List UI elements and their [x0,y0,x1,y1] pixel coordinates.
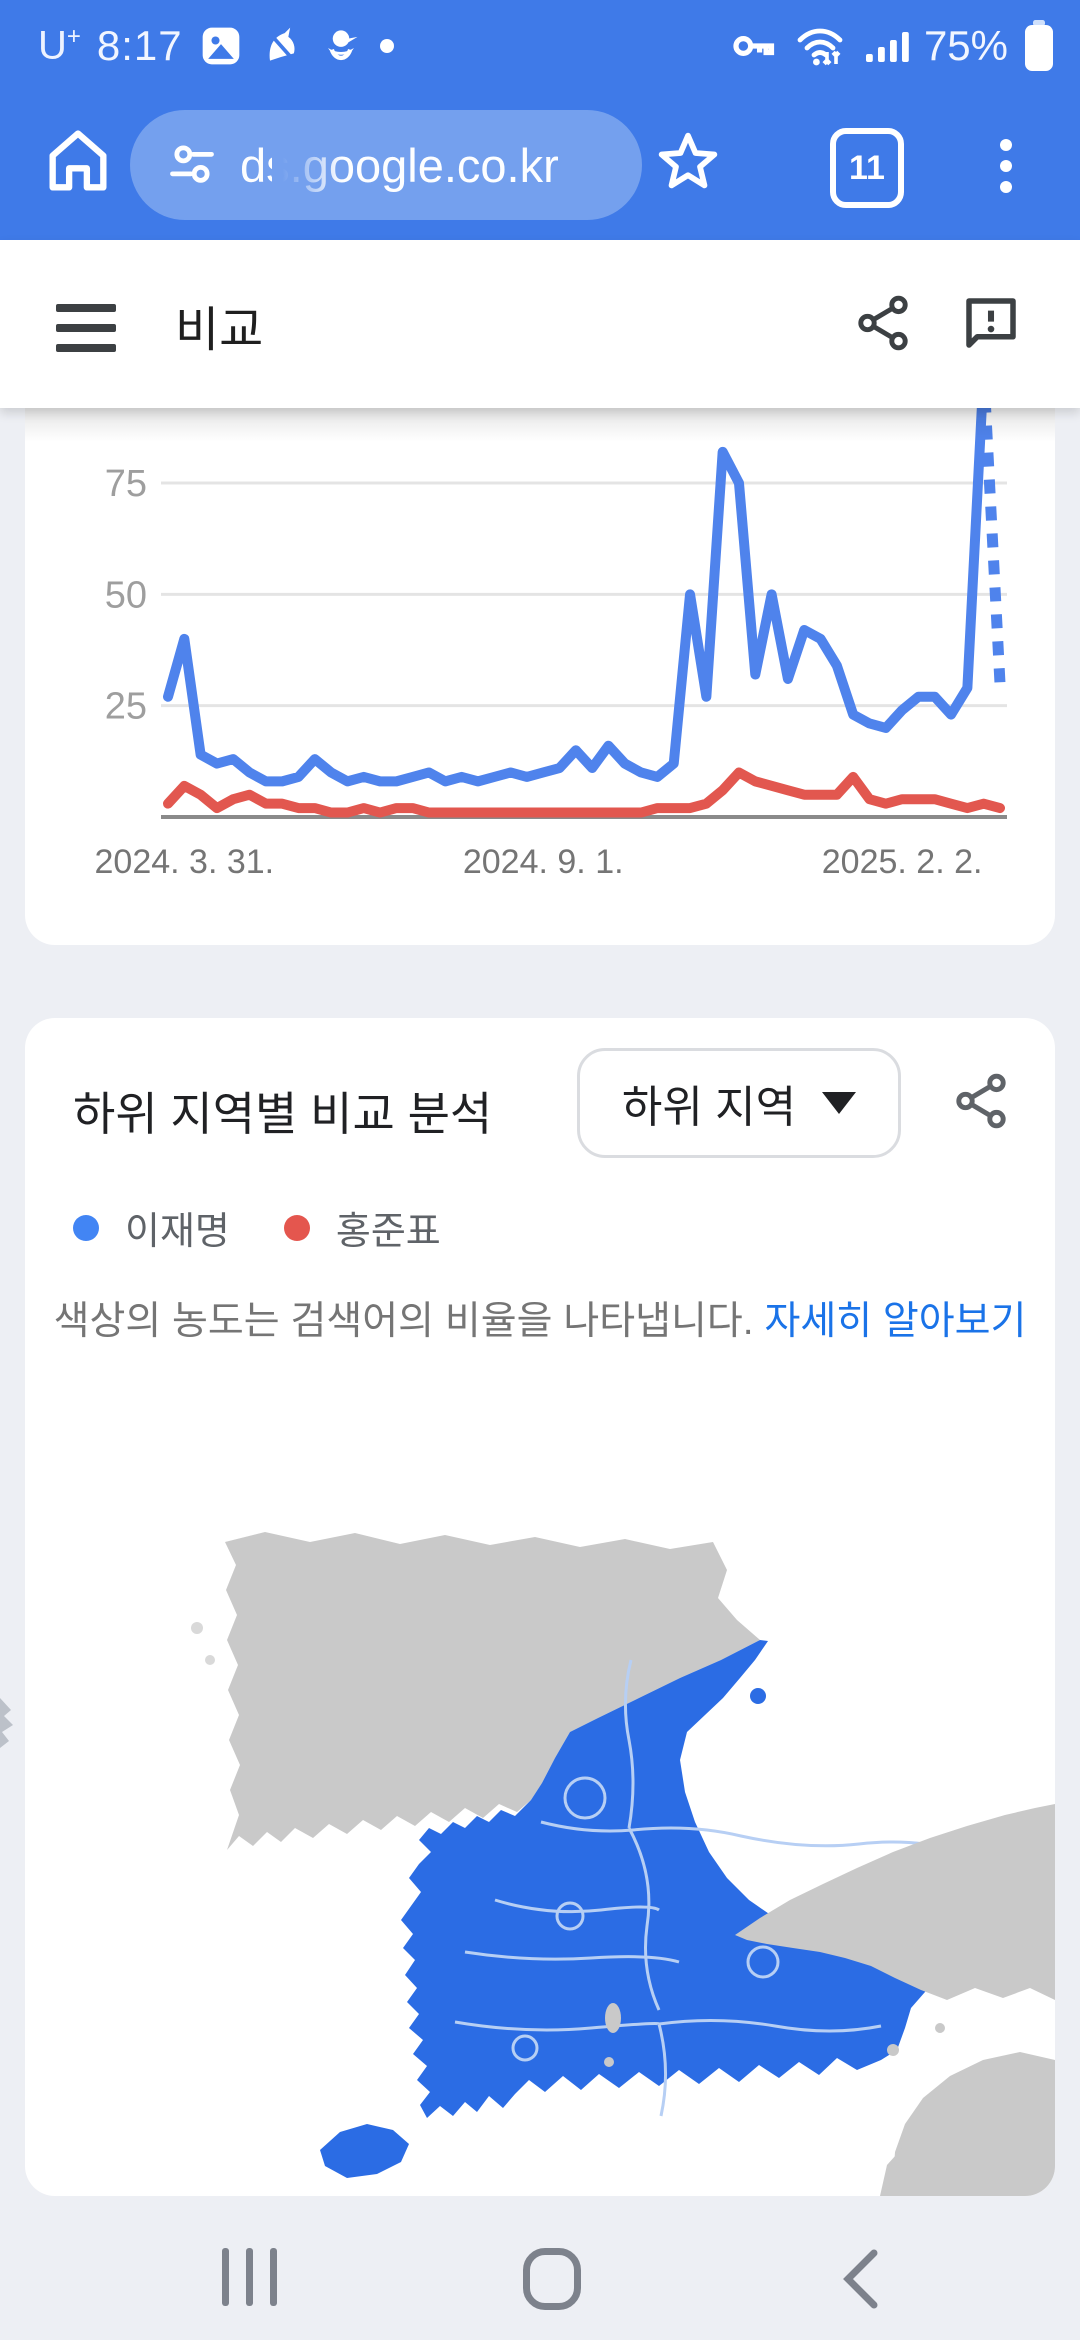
carrier-label: U+ [38,23,81,68]
url-bar[interactable]: ds.google.co.kr [130,110,642,220]
bookmark-star-icon[interactable] [652,126,724,203]
caption-text: 색상의 농도는 검색어의 비율을 나타냅니다. [53,1300,754,1343]
battery-percent: 75% [923,22,1008,69]
region-card: 하위 지역별 비교 분석 하위 지역 이재명 홍준표 [25,1018,1055,2196]
status-time: 8:17 [96,22,183,69]
region-share-icon[interactable] [950,1070,1012,1137]
trend-chart[interactable]: 25 50 75 2024. 3. 31. 2024. 9. 1. 2025. 2. 2. [25,408,1055,945]
page-header: 비교 [0,240,1080,408]
learn-more-link[interactable]: 자세히 알아보기 [764,1300,1027,1343]
legend-item[interactable]: 이재명 [73,1200,230,1255]
map-jeju-island[interactable] [320,2124,409,2178]
browser-menu-icon[interactable] [1000,130,1012,202]
notification-dot [379,38,395,54]
browser-chrome: U+ 8:17 [0,0,1080,240]
page-title: 비교 [175,304,264,357]
legend-item[interactable]: 홍준표 [283,1200,441,1255]
map-south-korea[interactable] [401,1640,937,2118]
map-edge-islet [0,1698,16,1753]
key-icon [726,20,778,72]
svg-text:2025. 2. 2.: 2025. 2. 2. [822,843,983,881]
dropdown-label: 하위 지역 [621,1083,797,1132]
tune-icon[interactable] [166,137,218,194]
unicorn-icon [259,24,303,68]
korea-map[interactable] [25,1360,1055,2196]
legend: 이재명 홍준표 [73,1200,441,1255]
url-fade [272,110,342,220]
svg-text:25: 25 [105,686,147,728]
map-caption: 색상의 농도는 검색어의 비율을 나타냅니다. 자세히 알아보기 [25,1290,1055,1346]
tab-count: 11 [849,148,885,187]
svg-text:50: 50 [105,574,147,616]
duck-icon [319,24,363,68]
legend-label: 이재명 [125,1211,230,1253]
trend-chart-card: 25 50 75 2024. 3. 31. 2024. 9. 1. 2025. 2. 2. [25,408,1055,945]
legend-dot-blue [73,1214,99,1241]
region-card-title: 하위 지역별 비교 분석 [73,1088,493,1140]
legend-dot-red [283,1214,310,1241]
header-shadow [25,408,1055,442]
battery-icon [1022,18,1056,74]
map-north-korea [225,1532,760,1850]
tab-switcher[interactable]: 11 [830,124,904,208]
signal-icon [862,22,910,70]
browser-toolbar: ds.google.co.kr 11 [0,92,1080,240]
map-province-borders [454,1659,956,2117]
android-nav-bar [0,2196,1080,2340]
home-icon[interactable] [40,122,116,207]
status-bar: U+ 8:17 [0,0,1080,92]
svg-text:75: 75 [105,463,147,505]
recents-icon[interactable] [222,2248,277,2306]
feedback-icon[interactable] [958,290,1024,361]
map-ulleungdo-island[interactable] [750,1688,766,1704]
wifi-icon [792,20,848,72]
map-japan [604,1804,1055,2196]
region-level-dropdown[interactable]: 하위 지역 [577,1048,901,1158]
svg-text:2024. 3. 31.: 2024. 3. 31. [95,843,275,881]
back-icon[interactable] [838,2248,884,2315]
menu-icon[interactable] [56,304,116,364]
legend-label: 홍준표 [335,1211,441,1253]
chevron-down-icon [822,1092,857,1114]
android-home-icon[interactable] [523,2248,581,2310]
gallery-icon [199,24,243,68]
share-icon[interactable] [852,292,914,359]
svg-text:2024. 9. 1.: 2024. 9. 1. [463,843,624,881]
